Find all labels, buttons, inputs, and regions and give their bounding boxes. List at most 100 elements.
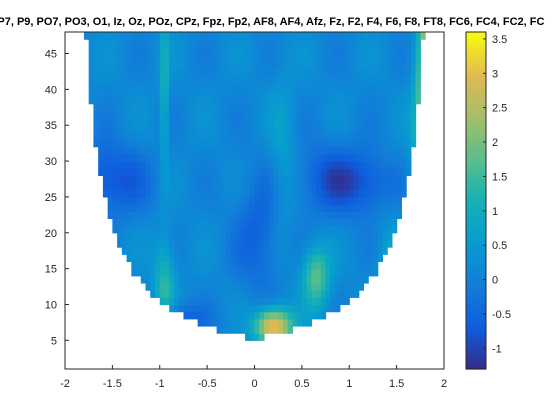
heatmap-cell bbox=[316, 161, 322, 169]
heatmap-cell bbox=[273, 297, 279, 306]
heatmap-cell bbox=[150, 232, 156, 241]
heatmap-cell bbox=[169, 254, 175, 263]
colorbar-segment bbox=[466, 264, 486, 269]
heatmap-cell bbox=[211, 232, 218, 241]
heatmap-cell bbox=[339, 53, 346, 62]
heatmap-cell bbox=[230, 89, 237, 98]
heatmap-cell bbox=[150, 168, 156, 176]
heatmap-cell bbox=[335, 168, 341, 176]
heatmap-cell bbox=[188, 118, 194, 126]
heatmap-cell bbox=[145, 261, 151, 270]
heatmap-cell bbox=[169, 82, 175, 90]
heatmap-cell bbox=[245, 325, 251, 334]
heatmap-cell bbox=[287, 32, 293, 40]
heatmap-cell bbox=[292, 110, 298, 119]
heatmap-cell bbox=[273, 39, 279, 47]
heatmap-cell bbox=[287, 110, 293, 119]
heatmap-cell bbox=[183, 204, 189, 212]
heatmap-cell bbox=[391, 132, 398, 141]
heatmap-cell bbox=[282, 218, 289, 227]
heatmap-cell bbox=[339, 247, 346, 255]
heatmap-cell bbox=[230, 232, 237, 241]
heatmap-cell bbox=[316, 39, 322, 47]
heatmap-cell bbox=[297, 318, 303, 327]
heatmap-cell bbox=[353, 132, 360, 141]
colorbar-segment bbox=[466, 173, 486, 178]
heatmap-cell bbox=[259, 153, 265, 162]
heatmap-cell bbox=[240, 325, 246, 334]
heatmap-cell bbox=[259, 82, 265, 90]
heatmap-cell bbox=[268, 325, 275, 334]
heatmap-cell bbox=[121, 46, 128, 55]
heatmap-cell bbox=[282, 297, 289, 306]
heatmap-cell bbox=[344, 46, 350, 55]
heatmap-cell bbox=[240, 275, 246, 284]
heatmap-cell bbox=[263, 196, 270, 205]
heatmap-cell bbox=[401, 175, 407, 184]
heatmap-cell bbox=[235, 225, 241, 234]
heatmap-cell bbox=[178, 132, 185, 141]
heatmap-cell bbox=[249, 318, 256, 327]
heatmap-cell bbox=[131, 125, 137, 133]
heatmap-cell bbox=[249, 254, 256, 263]
heatmap-cell bbox=[145, 282, 151, 291]
colorbar-segment bbox=[466, 52, 486, 57]
heatmap-cell bbox=[316, 110, 322, 119]
heatmap-cell bbox=[377, 82, 384, 90]
heatmap-cell bbox=[235, 318, 241, 327]
heatmap-cell bbox=[325, 275, 331, 284]
heatmap-cell bbox=[93, 53, 99, 62]
heatmap-cell bbox=[410, 118, 417, 126]
heatmap-cell bbox=[372, 254, 379, 263]
heatmap-cell bbox=[98, 53, 104, 62]
heatmap-cell bbox=[363, 89, 369, 98]
heatmap-cell bbox=[226, 189, 232, 198]
heatmap-cell bbox=[211, 118, 218, 126]
heatmap-cell bbox=[131, 89, 137, 98]
heatmap-cell bbox=[121, 89, 128, 98]
heatmap-cell bbox=[254, 182, 260, 191]
heatmap-cell bbox=[126, 161, 132, 169]
colorbar-segment bbox=[466, 345, 486, 350]
heatmap-cell bbox=[164, 39, 170, 47]
heatmap-cell bbox=[202, 110, 208, 119]
heatmap-cell bbox=[112, 218, 118, 227]
heatmap-cell bbox=[112, 196, 118, 205]
heatmap-cell bbox=[306, 53, 312, 62]
heatmap-cell bbox=[382, 39, 388, 47]
colorbar-segment bbox=[466, 89, 486, 94]
heatmap-cell bbox=[112, 161, 118, 169]
heatmap-cell bbox=[363, 39, 369, 47]
heatmap-cell bbox=[211, 82, 218, 90]
heatmap-cell bbox=[188, 168, 194, 176]
heatmap-cell bbox=[387, 175, 393, 184]
heatmap-cell bbox=[344, 146, 350, 155]
heatmap-cell bbox=[278, 46, 284, 55]
heatmap-cell bbox=[126, 96, 132, 105]
heatmap-cell bbox=[325, 32, 331, 40]
heatmap-cell bbox=[372, 182, 379, 191]
heatmap-cell bbox=[207, 182, 213, 191]
heatmap-cell bbox=[207, 103, 213, 112]
heatmap-cell bbox=[207, 39, 213, 47]
heatmap-cell bbox=[363, 153, 369, 162]
heatmap-cell bbox=[230, 132, 237, 141]
heatmap-cell bbox=[292, 39, 298, 47]
heatmap-cell bbox=[216, 168, 222, 176]
heatmap-cell bbox=[363, 146, 369, 155]
heatmap-cell bbox=[169, 39, 175, 47]
heatmap-cell bbox=[202, 89, 208, 98]
heatmap-cell bbox=[349, 103, 355, 112]
heatmap-cell bbox=[145, 46, 151, 55]
heatmap-cell bbox=[126, 39, 132, 47]
heatmap-cell bbox=[117, 239, 123, 248]
heatmap-cell bbox=[159, 139, 166, 148]
heatmap-cell bbox=[292, 232, 298, 241]
colorbar-segment bbox=[466, 304, 486, 309]
heatmap-cell bbox=[306, 32, 312, 40]
heatmap-cell bbox=[415, 60, 421, 69]
heatmap-cell bbox=[254, 204, 260, 212]
heatmap-cell bbox=[282, 153, 289, 162]
heatmap-cell bbox=[183, 254, 189, 263]
heatmap-cell bbox=[401, 39, 407, 47]
